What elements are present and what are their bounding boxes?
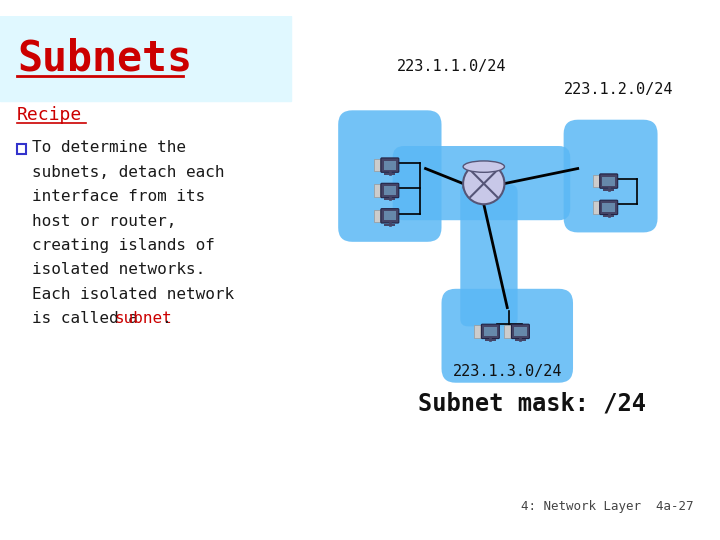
FancyBboxPatch shape [460,185,518,326]
Text: creating islands of: creating islands of [32,238,215,253]
Circle shape [463,163,505,204]
Ellipse shape [463,181,505,193]
Bar [514,327,526,336]
Text: Subnets: Subnets [17,38,192,79]
FancyBboxPatch shape [600,174,618,188]
Text: .: . [161,312,171,326]
Bar [374,210,380,222]
Text: To determine the: To determine the [32,140,186,156]
Text: host or router,: host or router, [32,214,176,228]
Text: isolated networks.: isolated networks. [32,262,205,278]
Bar [17,144,27,153]
Bar [603,177,615,186]
FancyBboxPatch shape [441,289,573,383]
Text: 223.1.3.0/24: 223.1.3.0/24 [453,364,562,379]
Bar [384,161,396,170]
FancyBboxPatch shape [381,183,399,198]
Bar [384,211,396,220]
Text: 4: Network Layer  4a-27: 4: Network Layer 4a-27 [521,500,694,513]
Text: Each isolated network: Each isolated network [32,287,234,302]
Bar [504,325,510,338]
Bar [484,327,497,336]
Text: subnet: subnet [114,312,172,326]
Bar [593,201,599,214]
Ellipse shape [463,161,505,172]
FancyBboxPatch shape [511,324,529,339]
Bar [603,203,615,212]
Bar [0,16,291,101]
FancyBboxPatch shape [392,146,570,220]
Text: Subnet mask: /24: Subnet mask: /24 [418,392,646,415]
FancyBboxPatch shape [600,200,618,214]
FancyBboxPatch shape [381,208,399,223]
Text: subnets, detach each: subnets, detach each [32,165,225,180]
Text: interface from its: interface from its [32,189,205,204]
Bar [374,184,380,197]
Text: 223.1.2.0/24: 223.1.2.0/24 [564,82,673,97]
Text: is called a: is called a [32,312,148,326]
Bar [374,159,380,171]
Text: Recipe: Recipe [17,106,82,124]
FancyBboxPatch shape [338,110,441,242]
FancyBboxPatch shape [564,120,657,232]
Bar [384,186,396,195]
FancyBboxPatch shape [381,158,399,172]
FancyBboxPatch shape [482,324,500,339]
Bar [593,175,599,187]
Text: 223.1.1.0/24: 223.1.1.0/24 [397,59,506,73]
Bar [474,325,480,338]
